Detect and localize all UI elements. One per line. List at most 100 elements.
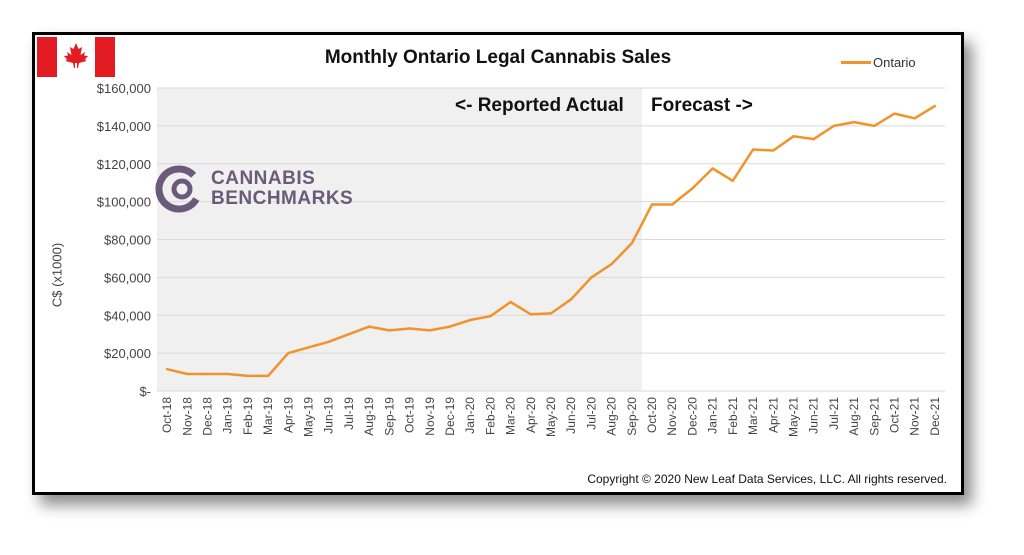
data-point xyxy=(448,325,452,328)
cannabis-benchmarks-logo-icon xyxy=(155,165,203,213)
x-tick-label: Oct-18 xyxy=(160,397,174,433)
data-point xyxy=(691,187,694,190)
canada-flag-icon xyxy=(37,37,115,77)
data-point xyxy=(832,124,836,128)
x-tick-label: Dec-19 xyxy=(443,397,457,436)
data-point xyxy=(671,203,674,206)
x-tick-label: Sep-20 xyxy=(625,397,639,436)
data-point xyxy=(570,297,573,301)
data-point xyxy=(468,318,472,322)
data-point xyxy=(226,372,229,376)
data-point xyxy=(246,374,250,378)
data-point xyxy=(388,329,391,332)
data-point xyxy=(711,167,714,170)
x-tick-label: Nov-20 xyxy=(665,397,679,436)
data-point xyxy=(933,104,937,108)
chart-legend: Ontario xyxy=(841,55,916,70)
x-tick-label: Feb-21 xyxy=(726,397,740,435)
y-tick-label: $100,000 xyxy=(97,195,151,210)
logo-line2: BENCHMARKS xyxy=(211,188,354,209)
data-point xyxy=(751,148,755,151)
data-point xyxy=(287,351,290,355)
x-tick-label: Aug-21 xyxy=(847,397,861,436)
x-tick-label: Dec-21 xyxy=(928,397,942,436)
data-point xyxy=(630,242,634,245)
data-point xyxy=(367,325,371,328)
x-tick-label: May-21 xyxy=(786,397,800,437)
data-point xyxy=(913,117,916,120)
data-point xyxy=(590,276,593,279)
data-point xyxy=(873,124,876,128)
data-point xyxy=(610,262,613,266)
y-tick-label: $- xyxy=(139,384,151,399)
data-point xyxy=(549,312,553,315)
data-point xyxy=(307,346,310,349)
data-point xyxy=(327,340,330,343)
x-tick-label: Mar-20 xyxy=(504,397,518,435)
data-point xyxy=(852,120,856,124)
x-tick-label: Jan-19 xyxy=(221,397,235,434)
x-tick-label: Mar-21 xyxy=(746,397,760,435)
logo-line1: CANNABIS xyxy=(211,168,316,189)
data-point xyxy=(489,314,492,318)
x-tick-label: Mar-19 xyxy=(261,397,275,435)
plot-area: $- $20,000 $40,000 $60,000 $80,000 $100,000 $1… xyxy=(97,81,945,437)
data-point xyxy=(186,372,189,376)
x-tick-label: Apr-20 xyxy=(524,397,538,433)
data-point xyxy=(347,332,351,336)
x-tick-label: Jun-20 xyxy=(564,397,578,434)
x-tick-label: Dec-20 xyxy=(685,397,699,436)
x-tick-label: Apr-19 xyxy=(281,397,295,433)
data-point xyxy=(893,112,896,115)
annotation-reported-actual: <- Reported Actual xyxy=(455,95,624,116)
x-tick-label: May-20 xyxy=(544,397,558,437)
x-tick-label: Sep-21 xyxy=(867,397,881,436)
x-tick-label: Oct-19 xyxy=(403,397,417,433)
x-tick-label: Apr-21 xyxy=(766,397,780,433)
chart-frame: Monthly Ontario Legal Cannabis Sales Ont… xyxy=(32,32,964,495)
data-point xyxy=(428,329,431,332)
y-tick-label: $20,000 xyxy=(104,346,151,361)
data-point xyxy=(772,149,775,152)
copyright-text: Copyright © 2020 New Leaf Data Services,… xyxy=(587,472,947,486)
x-tick-label: Dec-18 xyxy=(201,397,215,436)
x-tick-label: Jul-19 xyxy=(342,397,356,430)
data-point xyxy=(165,368,169,371)
y-tick-label: $40,000 xyxy=(104,308,151,323)
x-tick-label: Jan-20 xyxy=(463,397,477,434)
data-point xyxy=(731,179,735,182)
chart-title: Monthly Ontario Legal Cannabis Sales xyxy=(324,47,672,68)
x-tick-label: Feb-20 xyxy=(483,397,497,435)
x-tick-label: Jul-20 xyxy=(584,397,598,430)
data-point xyxy=(650,203,654,206)
data-point xyxy=(206,372,209,376)
y-tick-label: $160,000 xyxy=(97,81,151,96)
cannabis-benchmarks-logo: CANNABIS BENCHMARKS xyxy=(155,165,353,213)
x-tick-label: Aug-20 xyxy=(605,397,619,436)
x-tick-label: Nov-18 xyxy=(180,397,194,436)
x-tick-label: Aug-19 xyxy=(362,397,376,436)
x-tick-label: Jun-19 xyxy=(322,397,336,434)
legend-swatch xyxy=(841,61,871,64)
y-tick-label: $140,000 xyxy=(97,119,151,134)
x-tick-label: Sep-19 xyxy=(382,397,396,436)
x-tick-label: May-19 xyxy=(302,397,316,437)
x-tick-label: Jul-21 xyxy=(827,397,841,430)
data-point xyxy=(266,374,270,378)
x-tick-label: Oct-20 xyxy=(645,397,659,433)
legend-label: Ontario xyxy=(873,55,916,70)
x-tick-label: Feb-19 xyxy=(241,397,255,435)
data-point xyxy=(529,313,532,316)
y-tick-label: $80,000 xyxy=(104,233,151,248)
data-point xyxy=(792,135,795,138)
x-tick-label: Oct-21 xyxy=(887,397,901,433)
x-tick-label: Jun-21 xyxy=(807,397,821,434)
x-tick-label: Nov-21 xyxy=(908,397,922,436)
data-point xyxy=(408,327,411,330)
annotation-forecast: Forecast -> xyxy=(651,95,753,116)
data-point xyxy=(812,137,815,141)
x-tick-label: Jan-21 xyxy=(706,397,720,434)
data-point xyxy=(509,300,512,304)
x-tick-label: Nov-19 xyxy=(423,397,437,436)
y-tick-label: $120,000 xyxy=(97,157,151,172)
